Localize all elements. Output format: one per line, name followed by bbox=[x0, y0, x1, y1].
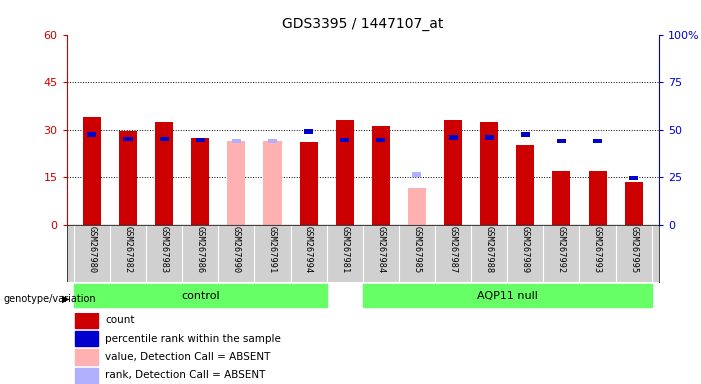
Text: genotype/variation: genotype/variation bbox=[4, 294, 96, 304]
Bar bbox=[268, 139, 277, 143]
Bar bbox=[629, 176, 638, 180]
Bar bbox=[521, 132, 530, 137]
Bar bbox=[88, 132, 97, 137]
Text: count: count bbox=[105, 315, 135, 325]
Bar bbox=[119, 131, 137, 225]
Bar bbox=[552, 171, 571, 225]
Bar bbox=[155, 122, 173, 225]
Text: GSM267989: GSM267989 bbox=[521, 227, 530, 274]
Bar bbox=[227, 141, 245, 225]
Text: ▶: ▶ bbox=[62, 294, 70, 304]
Bar bbox=[76, 312, 98, 328]
Bar bbox=[76, 349, 98, 365]
Bar bbox=[123, 137, 132, 141]
Bar bbox=[74, 285, 327, 307]
Bar bbox=[196, 138, 205, 142]
Text: GSM267988: GSM267988 bbox=[484, 227, 494, 274]
Text: rank, Detection Call = ABSENT: rank, Detection Call = ABSENT bbox=[105, 371, 266, 381]
Bar bbox=[449, 135, 458, 139]
Text: GSM267993: GSM267993 bbox=[593, 227, 602, 274]
Bar bbox=[232, 139, 241, 143]
Bar bbox=[516, 146, 534, 225]
Bar bbox=[264, 141, 282, 225]
Title: GDS3395 / 1447107_at: GDS3395 / 1447107_at bbox=[282, 17, 444, 31]
Bar bbox=[557, 139, 566, 143]
Bar bbox=[412, 172, 421, 177]
Bar bbox=[484, 135, 494, 139]
Text: control: control bbox=[181, 291, 219, 301]
Bar bbox=[299, 142, 318, 225]
Bar bbox=[304, 129, 313, 134]
Bar bbox=[593, 139, 602, 143]
Text: GSM267980: GSM267980 bbox=[88, 227, 96, 274]
Bar bbox=[444, 120, 462, 225]
Text: percentile rank within the sample: percentile rank within the sample bbox=[105, 334, 281, 344]
Text: GSM267995: GSM267995 bbox=[629, 227, 638, 274]
Text: GSM267981: GSM267981 bbox=[340, 227, 349, 274]
Text: GSM267982: GSM267982 bbox=[123, 227, 132, 274]
Bar bbox=[340, 138, 349, 142]
Text: GSM267991: GSM267991 bbox=[268, 227, 277, 274]
Bar bbox=[372, 126, 390, 225]
Bar bbox=[589, 171, 606, 225]
Text: value, Detection Call = ABSENT: value, Detection Call = ABSENT bbox=[105, 352, 271, 362]
Bar bbox=[160, 137, 169, 141]
Text: GSM267984: GSM267984 bbox=[376, 227, 386, 274]
Bar bbox=[76, 331, 98, 346]
Bar bbox=[363, 285, 652, 307]
Text: GSM267992: GSM267992 bbox=[557, 227, 566, 274]
Text: GSM267994: GSM267994 bbox=[304, 227, 313, 274]
Bar bbox=[480, 122, 498, 225]
Bar bbox=[83, 117, 101, 225]
Text: GSM267986: GSM267986 bbox=[196, 227, 205, 274]
Bar bbox=[376, 138, 386, 142]
Bar bbox=[336, 120, 354, 225]
Text: AQP11 null: AQP11 null bbox=[477, 291, 538, 301]
Bar bbox=[625, 182, 643, 225]
Bar bbox=[408, 188, 426, 225]
Text: GSM267987: GSM267987 bbox=[449, 227, 458, 274]
Bar bbox=[76, 367, 98, 383]
Text: GSM267990: GSM267990 bbox=[232, 227, 241, 274]
Bar bbox=[191, 137, 210, 225]
Text: GSM267985: GSM267985 bbox=[412, 227, 421, 274]
Text: GSM267983: GSM267983 bbox=[160, 227, 169, 274]
